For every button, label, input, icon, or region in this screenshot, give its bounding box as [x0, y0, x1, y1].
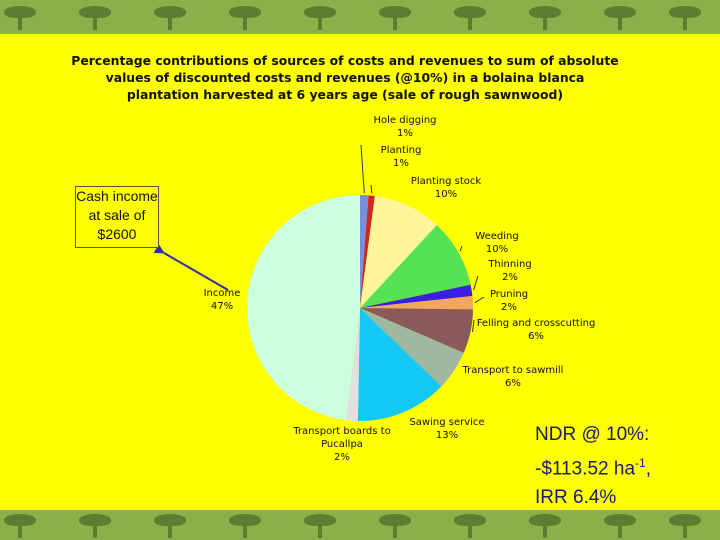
pie-slice-planting-stock: [360, 195, 437, 308]
tree-silhouette-icon: [600, 4, 640, 30]
slice-label-line: Transport to sawmill: [462, 365, 564, 376]
cash-income-callout: Cash income at sale of $2600: [75, 186, 159, 248]
slice-label-line: Thinning: [488, 259, 532, 270]
cash-income-line: Cash income: [76, 188, 158, 204]
slice-label-transport-to-sawmill: Transport to sawmill 6%: [463, 364, 564, 390]
cash-income-line: $2600: [97, 226, 137, 242]
tree-silhouette-icon: [300, 512, 340, 538]
slice-label-hole-digging: Hole digging 1%: [373, 114, 436, 140]
ndr-label: NDR @ 10%:: [535, 424, 650, 445]
ndr-value-amount: -$113.52 ha: [535, 458, 636, 480]
slice-label-line: Pucallpa: [321, 439, 363, 450]
pie-slice-income: [246, 195, 360, 421]
chart-title-line: Percentage contributions of sources of c…: [71, 53, 619, 68]
chart-title: Percentage contributions of sources of c…: [70, 52, 620, 103]
bottom-decorative-band: [0, 510, 720, 540]
tree-silhouette-icon: [225, 512, 265, 538]
slice-label-income: Income 47%: [204, 287, 241, 313]
pie-slice-planting: [360, 195, 375, 308]
tree-silhouette-icon: [665, 512, 705, 538]
pie-slice-pruning: [360, 295, 473, 310]
tree-silhouette-icon: [75, 512, 115, 538]
ndr-irr-summary: NDR @ 10%: -$113.52 ha-1, IRR 6.4%: [535, 420, 651, 512]
ndr-value: -$113.52 ha-1,: [535, 449, 651, 483]
slice-label-line: 10%: [485, 244, 509, 255]
slice-label-line: 2%: [502, 272, 518, 283]
pie-slice-transport-to-sawmill: [360, 308, 464, 387]
leader-line: [473, 275, 479, 291]
tree-silhouette-icon: [525, 512, 565, 538]
slice-label-line: 10%: [434, 189, 458, 200]
leader-line: [474, 296, 485, 304]
cash-income-line: at sale of: [88, 207, 146, 223]
slice-label-line: Planting: [380, 145, 422, 156]
slice-label-transport-boards-to-pucallpa: Transport boards to Pucallpa 2%: [293, 425, 390, 464]
slice-label-planting-stock: Planting stock 10%: [411, 175, 481, 201]
pie-slice-transport-boards-to-pucallpa: [345, 308, 360, 421]
slice-label-line: Hole digging: [373, 115, 437, 126]
slice-label-line: 13%: [435, 430, 459, 441]
tree-silhouette-icon: [600, 512, 640, 538]
slice-label-planting: Planting 1%: [381, 144, 422, 170]
pie-slice-thinning: [360, 284, 473, 308]
top-decorative-band: [0, 0, 720, 34]
pie-slice-felling-and-crosscutting: [360, 308, 473, 353]
leader-line: [360, 144, 365, 194]
slice-label-line: 2%: [501, 302, 517, 313]
pie-slice-weeding: [360, 225, 471, 308]
tree-silhouette-icon: [450, 4, 490, 30]
chart-title-line: plantation harvested at 6 years age (sal…: [126, 87, 564, 102]
slice-label-line: 2%: [334, 452, 350, 463]
tree-silhouette-icon: [525, 4, 565, 30]
slice-label-thinning: Thinning 2%: [488, 258, 531, 284]
slice-label-line: Planting stock: [410, 176, 482, 187]
slice-label-pruning: Pruning 2%: [490, 288, 528, 314]
slice-label-line: 6%: [505, 378, 521, 389]
pie-slice-sawing-service: [357, 308, 442, 421]
ndr-value-exponent: -1: [635, 456, 646, 470]
tree-silhouette-icon: [150, 4, 190, 30]
tree-silhouette-icon: [375, 4, 415, 30]
leader-line: [370, 184, 373, 194]
ndr-value-comma: ,: [645, 458, 651, 480]
leader-line: [459, 245, 463, 252]
slice-label-line: Transport boards to: [293, 426, 391, 437]
slice-label-felling-and-crosscutting: Felling and crosscutting 6%: [477, 317, 596, 343]
chart-title-line: values of discounted costs and revenues …: [105, 70, 585, 85]
slice-label-line: Felling and crosscutting: [476, 318, 596, 329]
tree-silhouette-icon: [450, 512, 490, 538]
slice-label-line: 47%: [210, 301, 234, 312]
tree-silhouette-icon: [150, 512, 190, 538]
tree-silhouette-icon: [300, 4, 340, 30]
slice-label-line: 1%: [397, 128, 413, 139]
slice-label-line: 1%: [393, 158, 409, 169]
irr-value: IRR 6.4%: [535, 487, 617, 509]
slice-label-line: Pruning: [489, 289, 529, 300]
tree-silhouette-icon: [225, 4, 265, 30]
leader-line: [472, 319, 475, 333]
tree-silhouette-icon: [0, 4, 40, 30]
slice-label-sawing-service: Sawing service 13%: [409, 416, 484, 442]
slice-label-weeding: Weeding 10%: [475, 230, 518, 256]
slice-label-line: Weeding: [475, 231, 519, 242]
slice-label-line: 6%: [528, 331, 544, 342]
pie-slice-hole-digging: [360, 195, 369, 308]
tree-silhouette-icon: [0, 512, 40, 538]
tree-silhouette-icon: [665, 4, 705, 30]
slice-label-line: Income: [203, 288, 241, 299]
slice-label-line: Sawing service: [409, 417, 485, 428]
cash-income-arrow: [153, 244, 229, 291]
tree-silhouette-icon: [75, 4, 115, 30]
tree-silhouette-icon: [375, 512, 415, 538]
